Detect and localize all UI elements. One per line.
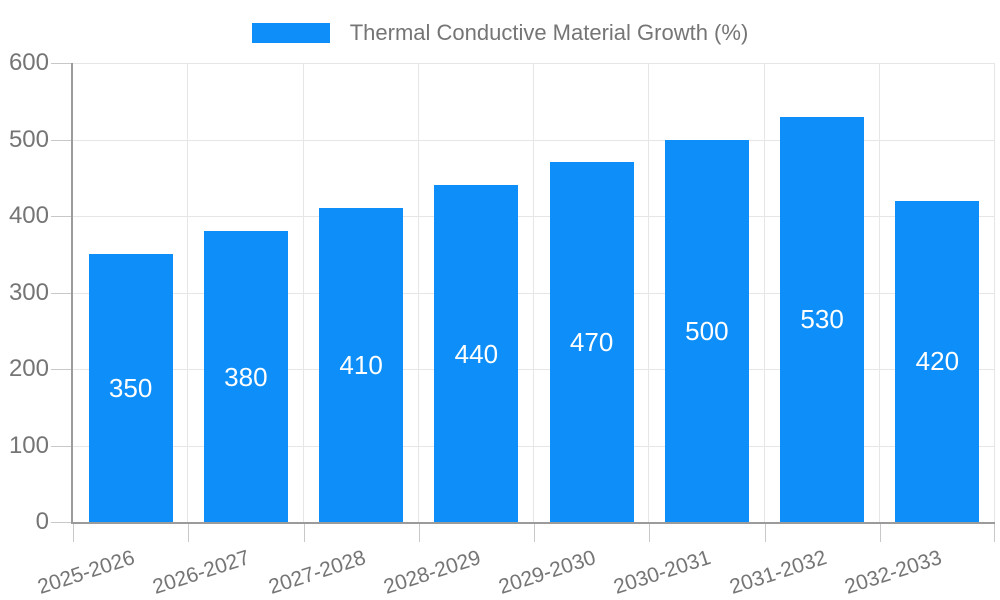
x-axis-label: 2026-2027 [150, 546, 253, 599]
bar-value-label: 440 [454, 338, 499, 369]
bar-value-label: 500 [685, 315, 729, 346]
x-axis-label: 2030-2031 [611, 546, 714, 599]
bar[interactable]: 440 [434, 185, 519, 522]
h-gridline [73, 216, 995, 217]
v-gridline [187, 63, 189, 522]
v-gridline [763, 63, 765, 522]
y-tick [51, 369, 71, 370]
v-gridline [878, 63, 880, 522]
bar-value-label: 420 [915, 346, 960, 377]
x-axis-label: 2025-2026 [35, 546, 138, 599]
y-axis-label: 600 [8, 49, 49, 76]
bar[interactable]: 500 [664, 139, 749, 522]
legend-swatch [251, 23, 330, 43]
x-tick [879, 524, 881, 542]
bar[interactable]: 530 [780, 116, 865, 522]
h-gridline [73, 139, 995, 141]
bar[interactable]: 350 [88, 254, 173, 522]
bar[interactable]: 420 [895, 200, 980, 522]
h-gridline [73, 445, 995, 447]
v-gridline [994, 63, 995, 522]
y-axis-label: 300 [8, 278, 49, 306]
x-axis-label: 2032-2033 [841, 546, 945, 599]
y-tick [51, 522, 71, 523]
legend-label: Thermal Conductive Material Growth (%) [349, 20, 749, 45]
x-axis-label: 2028-2029 [380, 546, 484, 599]
x-axis-label: 2031-2032 [726, 546, 830, 599]
x-axis-labels: 2025-2026 2026-2027 2027-2028 2028-2029 2029… [35, 524, 995, 600]
bar-value-label: 380 [224, 361, 268, 392]
bar-value-label: 410 [339, 350, 383, 381]
x-tick [303, 524, 305, 542]
v-gridline [417, 63, 419, 522]
y-axis-label: 200 [8, 355, 49, 382]
bar[interactable]: 380 [203, 231, 288, 522]
x-axis-label: 2027-2028 [265, 546, 369, 599]
y-tick [51, 292, 71, 294]
x-tick [73, 524, 74, 542]
x-tick [188, 524, 190, 542]
x-tick [534, 524, 535, 542]
plot-area: 350 380 410 440 470 500 530 420 [51, 63, 995, 542]
y-tick [51, 445, 71, 447]
h-gridline [73, 369, 995, 370]
y-axis-label: 400 [8, 202, 49, 229]
h-gridline [73, 63, 995, 64]
v-gridline [648, 63, 650, 522]
x-tick [649, 524, 651, 542]
legend[interactable]: Thermal Conductive Material Growth (%) [0, 20, 1000, 46]
x-tick [418, 524, 420, 542]
bar-value-label: 470 [569, 327, 614, 358]
bar[interactable]: 470 [549, 162, 634, 522]
bar-value-label: 350 [108, 373, 153, 404]
y-axis-label: 100 [8, 431, 49, 459]
y-tick [51, 63, 71, 64]
y-axis-line [71, 63, 73, 524]
y-axis-labels: 0 100 200 300 400 500 600 [0, 51, 49, 534]
x-axis-line [71, 522, 995, 524]
v-gridline [533, 63, 534, 522]
x-tick [994, 524, 995, 542]
y-axis-label: 0 [35, 508, 49, 535]
y-tick [51, 139, 71, 141]
bar-value-label: 530 [800, 304, 844, 335]
v-gridline [302, 63, 304, 522]
bar[interactable]: 410 [319, 208, 404, 522]
x-tick [764, 524, 766, 542]
x-axis-label: 2029-2030 [496, 546, 599, 599]
h-gridline [73, 292, 995, 294]
y-tick [51, 216, 71, 217]
y-axis-label: 500 [8, 125, 49, 153]
